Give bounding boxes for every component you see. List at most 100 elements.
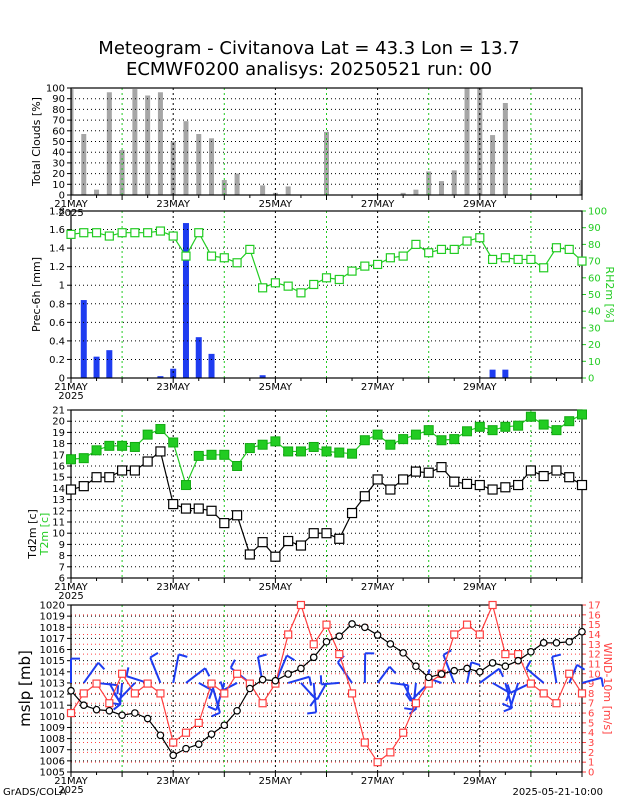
x-tick-label: 23MAY (156, 582, 190, 593)
wind-barb-flag (204, 667, 211, 677)
mslp-marker (578, 627, 586, 636)
t2m-marker (270, 436, 281, 447)
x-tick-label: 27MAY (361, 582, 395, 593)
rh-marker (270, 278, 280, 288)
wind-barb-flag (525, 660, 532, 670)
mslp-marker (322, 637, 331, 646)
footer-left: GrADS/COLA (3, 787, 67, 798)
rh-marker (551, 243, 562, 253)
t2m-marker (142, 429, 153, 440)
rh-marker (296, 288, 306, 298)
td2m-marker (500, 482, 511, 493)
cloud-bar (502, 102, 508, 195)
wind-marker (399, 728, 408, 737)
wind-marker (462, 620, 472, 629)
wind-marker (130, 689, 139, 698)
td2m-marker (359, 491, 370, 502)
y-tick-label: 80 (52, 105, 65, 116)
y2-tick-label: 40 (588, 307, 601, 318)
y2-tick-label: 11 (588, 659, 601, 670)
rh-marker (577, 256, 587, 266)
mslp-marker (514, 656, 522, 665)
wind-barb-flag (308, 676, 313, 686)
rh-marker (360, 261, 370, 271)
y2-tick-label: 20 (588, 340, 601, 351)
y2-tick-label: 100 (588, 207, 607, 218)
x-year-label: 2025 (58, 391, 83, 402)
td2m-marker (65, 484, 77, 495)
wind-marker (501, 650, 510, 659)
wind-barb (376, 666, 391, 684)
t2m-marker (321, 446, 332, 457)
td2m-marker (334, 533, 345, 544)
rh-marker (219, 253, 229, 263)
wind-marker (284, 630, 293, 639)
mslp-marker (348, 620, 356, 628)
td2m-marker (576, 479, 588, 491)
wind-barb-flag (307, 711, 317, 715)
mslp-marker (552, 639, 561, 647)
y2-tick-label: 80 (588, 240, 601, 251)
y-tick-label: 16 (52, 462, 65, 473)
y-tick-label: 12 (52, 506, 65, 517)
plot-frame (70, 210, 583, 379)
x-tick-label: 21MAY (54, 199, 88, 210)
td2m-marker (155, 446, 166, 457)
wind-barb-flag (309, 692, 318, 701)
x-tick-label: 27MAY (361, 382, 395, 393)
mslp-marker (412, 662, 420, 671)
t2m-marker (385, 439, 396, 450)
precip-bar (182, 223, 189, 378)
wind-barb (223, 682, 238, 691)
y2-tick-label: 30 (588, 323, 601, 334)
wind-marker (450, 630, 459, 639)
y-axis-label: mslp [mb] (16, 650, 34, 727)
mslp-marker (309, 653, 318, 662)
td2m-marker (283, 535, 294, 547)
mslp-marker (527, 647, 535, 656)
wind-marker (360, 738, 369, 747)
t2m-marker (232, 461, 243, 471)
y-axis-label: Total Clouds [%] (30, 97, 43, 187)
wind-marker (66, 708, 76, 718)
wind-barb-flag (576, 663, 586, 671)
y-tick-label: 0.2 (49, 355, 65, 366)
mslp-marker (463, 664, 471, 673)
x-tick-label: 21MAY (54, 382, 88, 393)
precip-bar (106, 350, 113, 378)
wind-marker (488, 600, 497, 610)
wind-barb (119, 682, 124, 705)
t2m-marker (91, 445, 102, 456)
y2-tick-label: 16 (588, 610, 601, 621)
wind-barb-flag (178, 653, 188, 658)
y2-tick-label: 9 (588, 679, 594, 690)
precip-panel: 0 0.2 0.4 0.6 0.8 1 1.2 1.4 1.6 1.8 0 10 20 30 40 50 60 7… (30, 207, 616, 403)
y-tick-label: 1014 (40, 667, 65, 678)
mslp-marker (258, 675, 267, 684)
y2-tick-label: 14 (588, 630, 601, 641)
t2m-marker (117, 440, 128, 451)
x-year-label: 2025 (58, 785, 83, 796)
wind-marker (335, 650, 344, 659)
x-year-label: 2025 (58, 591, 83, 602)
wind-barb (581, 676, 602, 684)
y-tick-label: 1012 (40, 690, 65, 701)
t2m-marker (168, 437, 179, 448)
mslp-marker (475, 667, 484, 676)
td2m-marker (449, 476, 460, 487)
wind-marker (565, 669, 574, 678)
td2m-marker (244, 549, 255, 560)
y-tick-label: 11 (52, 518, 65, 529)
t2m-marker (436, 435, 447, 446)
t2m-marker (359, 435, 370, 446)
y-tick-label: 8 (59, 551, 65, 562)
y-tick-label: 21 (52, 406, 65, 417)
rh-marker (449, 244, 459, 255)
y-axis-label-2: T2m [c] (38, 513, 51, 557)
y-tick-label: 0 (59, 191, 65, 202)
y-tick-label: 1.8 (49, 207, 65, 218)
t2m-marker (423, 425, 434, 436)
footer-right: 2025-05-21-10:00 (512, 787, 603, 798)
